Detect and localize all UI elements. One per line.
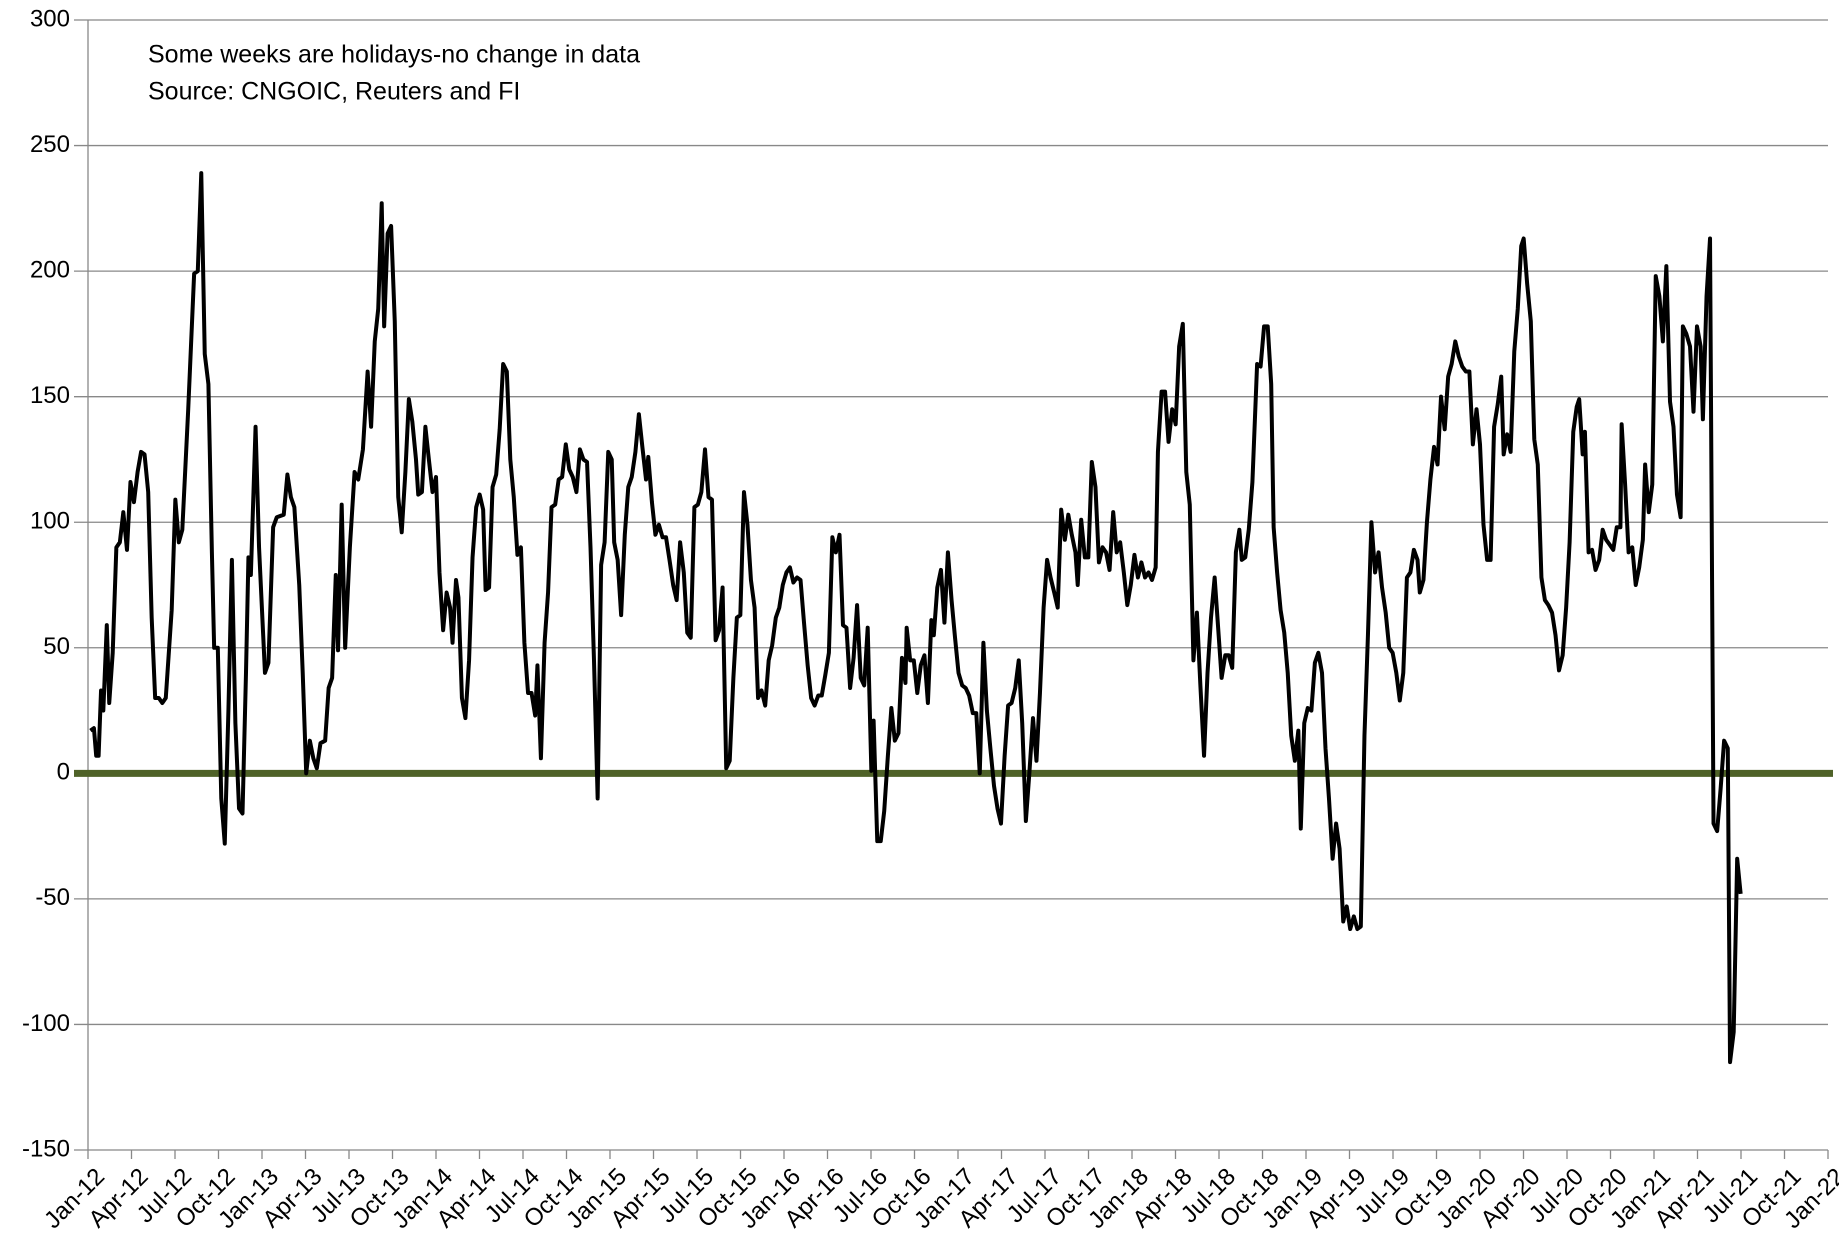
- y-tick-label: 100: [30, 508, 70, 535]
- y-tick-label: 300: [30, 5, 70, 32]
- y-tick-label: 50: [43, 633, 70, 660]
- y-tick-label: 150: [30, 382, 70, 409]
- y-tick-label: 0: [57, 759, 70, 786]
- y-tick-label: 200: [30, 256, 70, 283]
- annotation: Some weeks are holidays-no change in dat…: [148, 41, 640, 69]
- y-tick-label: 250: [30, 131, 70, 158]
- data-line: [89, 171, 1743, 1065]
- y-tick-label: -150: [22, 1135, 70, 1162]
- y-tick-label: -100: [22, 1010, 70, 1037]
- y-tick-label: -50: [35, 884, 70, 911]
- annotation: Source: CNGOIC, Reuters and FI: [148, 78, 520, 106]
